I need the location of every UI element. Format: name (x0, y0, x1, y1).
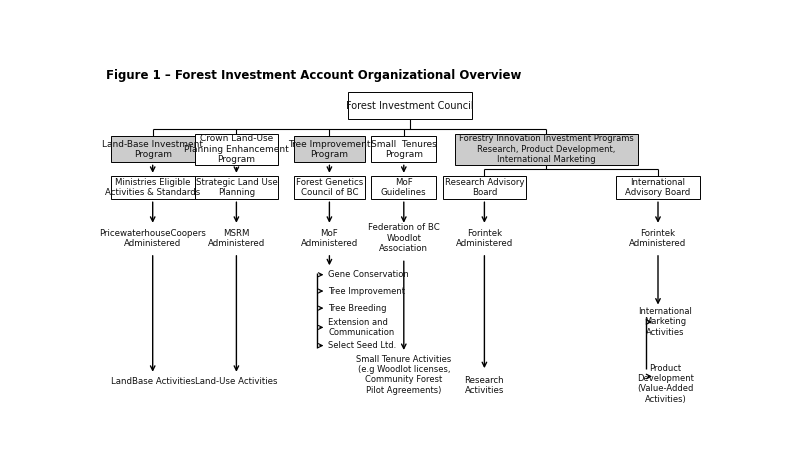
Text: Tree Improvement
Program: Tree Improvement Program (288, 140, 370, 159)
Text: MSRM
Administered: MSRM Administered (208, 228, 265, 248)
Text: PricewaterhouseCoopers
Administered: PricewaterhouseCoopers Administered (99, 228, 206, 248)
Text: Gene Conservation: Gene Conservation (328, 270, 409, 279)
Text: Extension and
Communication: Extension and Communication (328, 318, 394, 337)
Text: Select Seed Ltd.: Select Seed Ltd. (328, 341, 397, 350)
Text: Forest Genetics
Council of BC: Forest Genetics Council of BC (296, 178, 363, 197)
FancyBboxPatch shape (294, 136, 365, 162)
Text: Tree Breeding: Tree Breeding (328, 303, 386, 312)
FancyBboxPatch shape (442, 176, 526, 199)
Text: Research Advisory
Board: Research Advisory Board (445, 178, 524, 197)
Text: MoF
Guidelines: MoF Guidelines (381, 178, 426, 197)
Text: Land-Base Investment
Program: Land-Base Investment Program (102, 140, 203, 159)
Text: Forintek
Administered: Forintek Administered (456, 228, 513, 248)
Text: Forestry Innovation Investment Programs
Research, Product Development,
Internati: Forestry Innovation Investment Programs … (459, 135, 634, 164)
FancyBboxPatch shape (455, 134, 638, 165)
FancyBboxPatch shape (111, 136, 194, 162)
FancyBboxPatch shape (194, 134, 278, 165)
Text: International
Advisory Board: International Advisory Board (626, 178, 690, 197)
Text: Small Tenure Activities
(e.g Woodlot licenses,
Community Forest
Pilot Agreements: Small Tenure Activities (e.g Woodlot lic… (356, 354, 451, 395)
Text: Strategic Land Use
Planning: Strategic Land Use Planning (195, 178, 278, 197)
Text: Land-Use Activities: Land-Use Activities (195, 378, 278, 387)
Text: Figure 1 – Forest Investment Account Organizational Overview: Figure 1 – Forest Investment Account Org… (106, 69, 522, 82)
FancyBboxPatch shape (371, 136, 436, 162)
Text: Forintek
Administered: Forintek Administered (630, 228, 686, 248)
Text: Ministries Eligible
Activities & Standards: Ministries Eligible Activities & Standar… (105, 178, 200, 197)
Text: Product
Development
(Value-Added
Activities): Product Development (Value-Added Activit… (637, 363, 694, 404)
Text: Forest Investment Council: Forest Investment Council (346, 101, 474, 111)
Text: Research
Activities: Research Activities (465, 376, 504, 395)
FancyBboxPatch shape (111, 176, 194, 199)
FancyBboxPatch shape (371, 176, 436, 199)
FancyBboxPatch shape (616, 176, 700, 199)
FancyBboxPatch shape (194, 176, 278, 199)
Text: Federation of BC
Woodlot
Association: Federation of BC Woodlot Association (368, 223, 440, 253)
Text: International
Marketing
Activities: International Marketing Activities (638, 307, 692, 337)
FancyBboxPatch shape (348, 92, 472, 119)
Text: Small  Tenures
Program: Small Tenures Program (371, 140, 437, 159)
FancyBboxPatch shape (294, 176, 365, 199)
Text: MoF
Administered: MoF Administered (301, 228, 358, 248)
Text: Crown Land-Use
Planning Enhancement
Program: Crown Land-Use Planning Enhancement Prog… (184, 135, 289, 164)
Text: LandBase Activities: LandBase Activities (110, 378, 195, 387)
Text: Tree Improvement: Tree Improvement (328, 287, 405, 295)
